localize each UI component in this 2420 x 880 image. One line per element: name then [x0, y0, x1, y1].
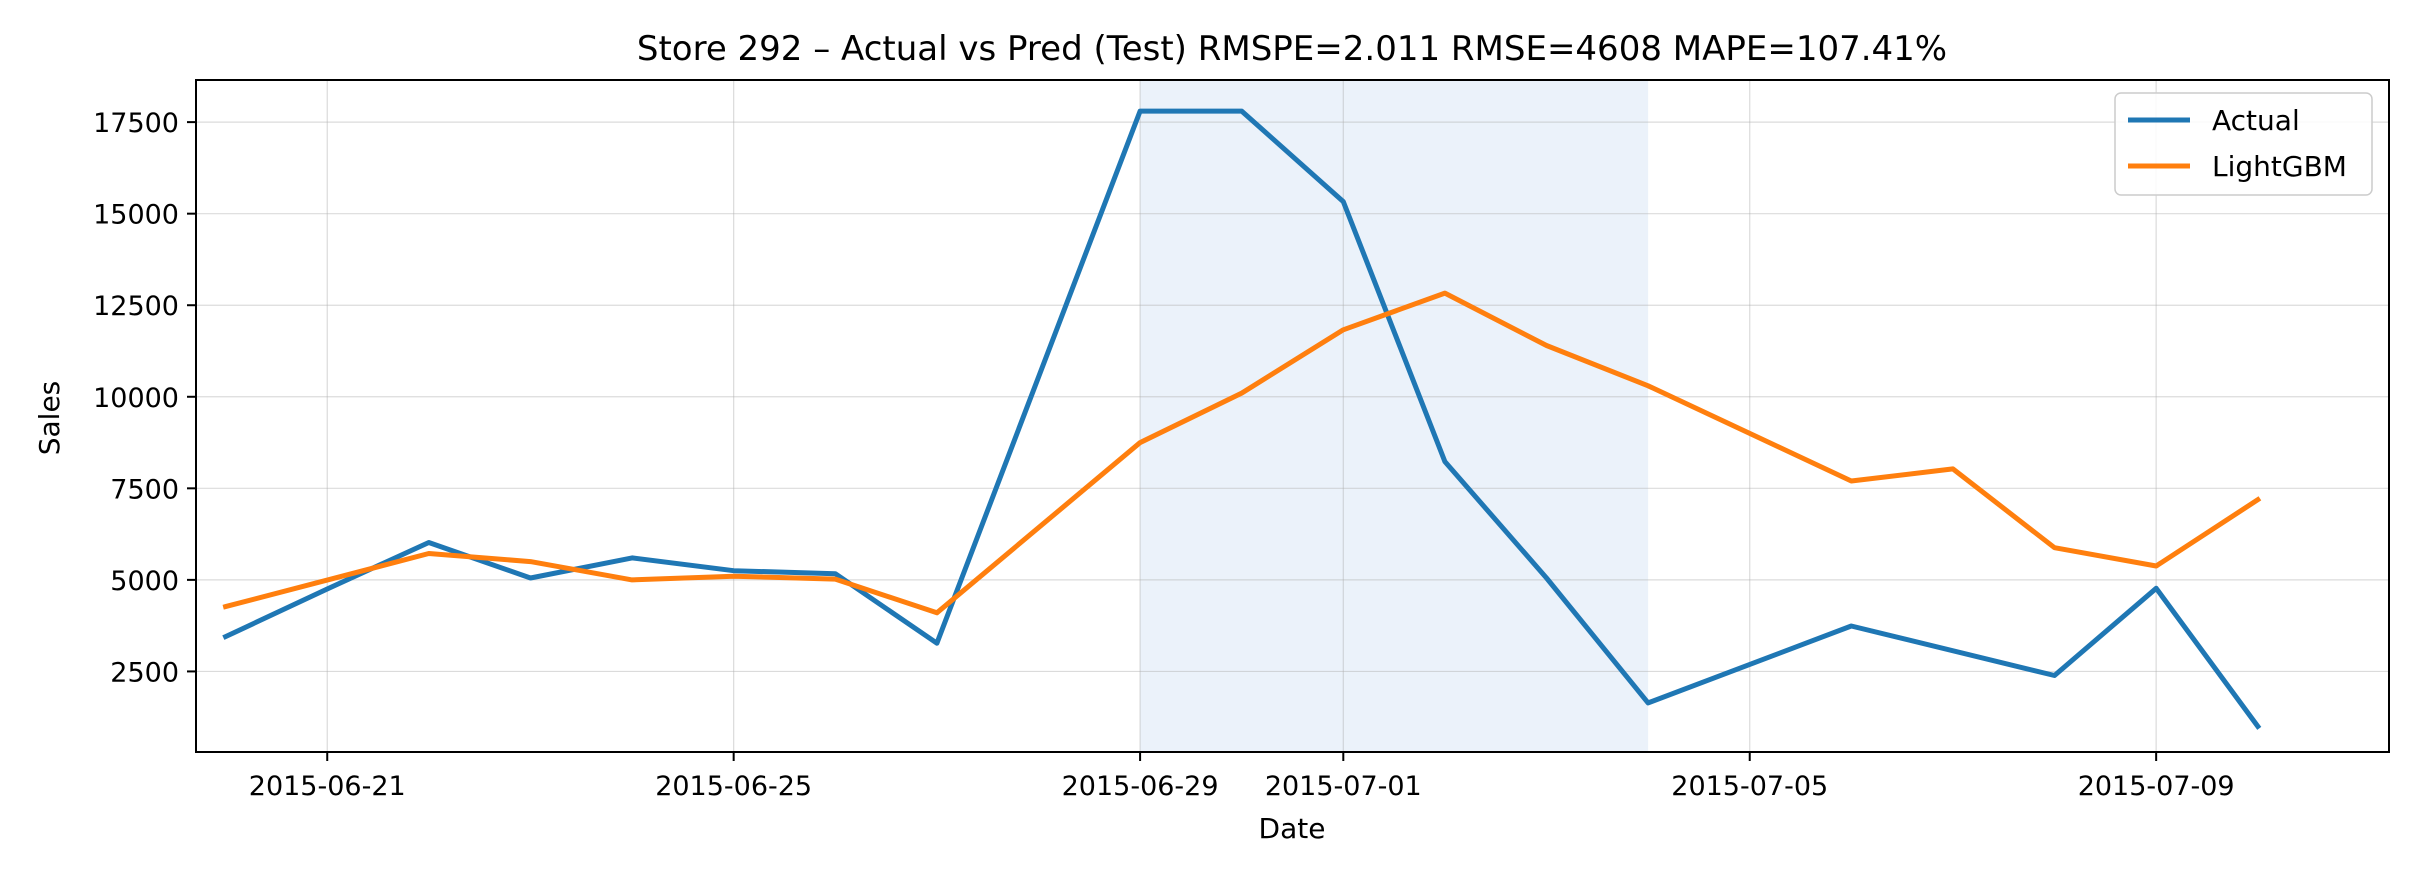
y-tick-label: 12500: [93, 291, 179, 322]
series-line-actual: [222, 108, 2262, 730]
shaded-span: [1140, 80, 1649, 752]
x-axis-label: Date: [1259, 812, 1326, 845]
y-tick-label: 2500: [110, 657, 179, 688]
y-axis-label: Sales: [33, 381, 66, 456]
y-tick-label: 10000: [93, 383, 179, 414]
legend-label-lightgbm: LightGBM: [2212, 150, 2347, 183]
x-tick-label: 2015-06-21: [249, 771, 406, 802]
plot-frame: [195, 79, 2390, 753]
x-tick-label: 2015-07-01: [1265, 771, 1422, 802]
x-tick-label: 2015-06-29: [1062, 771, 1219, 802]
y-tick-label: 17500: [93, 108, 179, 139]
legend: Actual LightGBM: [2114, 92, 2373, 196]
plot-area: 2015-06-21 2015-06-25 2015-06-29 2015-07-01…: [93, 79, 2390, 802]
legend-label-actual: Actual: [2212, 104, 2300, 137]
series-line-lightgbm: [222, 290, 2262, 616]
chart-title: Store 292 – Actual vs Pred (Test) RMSPE=…: [637, 29, 1947, 69]
y-tick-label: 5000: [110, 566, 179, 597]
x-tick-label: 2015-06-25: [655, 771, 812, 802]
y-tick-label: 7500: [110, 474, 179, 505]
x-tick-label: 2015-07-05: [1671, 771, 1828, 802]
y-tick-label: 15000: [93, 200, 179, 231]
x-tick-label: 2015-07-09: [2078, 771, 2235, 802]
